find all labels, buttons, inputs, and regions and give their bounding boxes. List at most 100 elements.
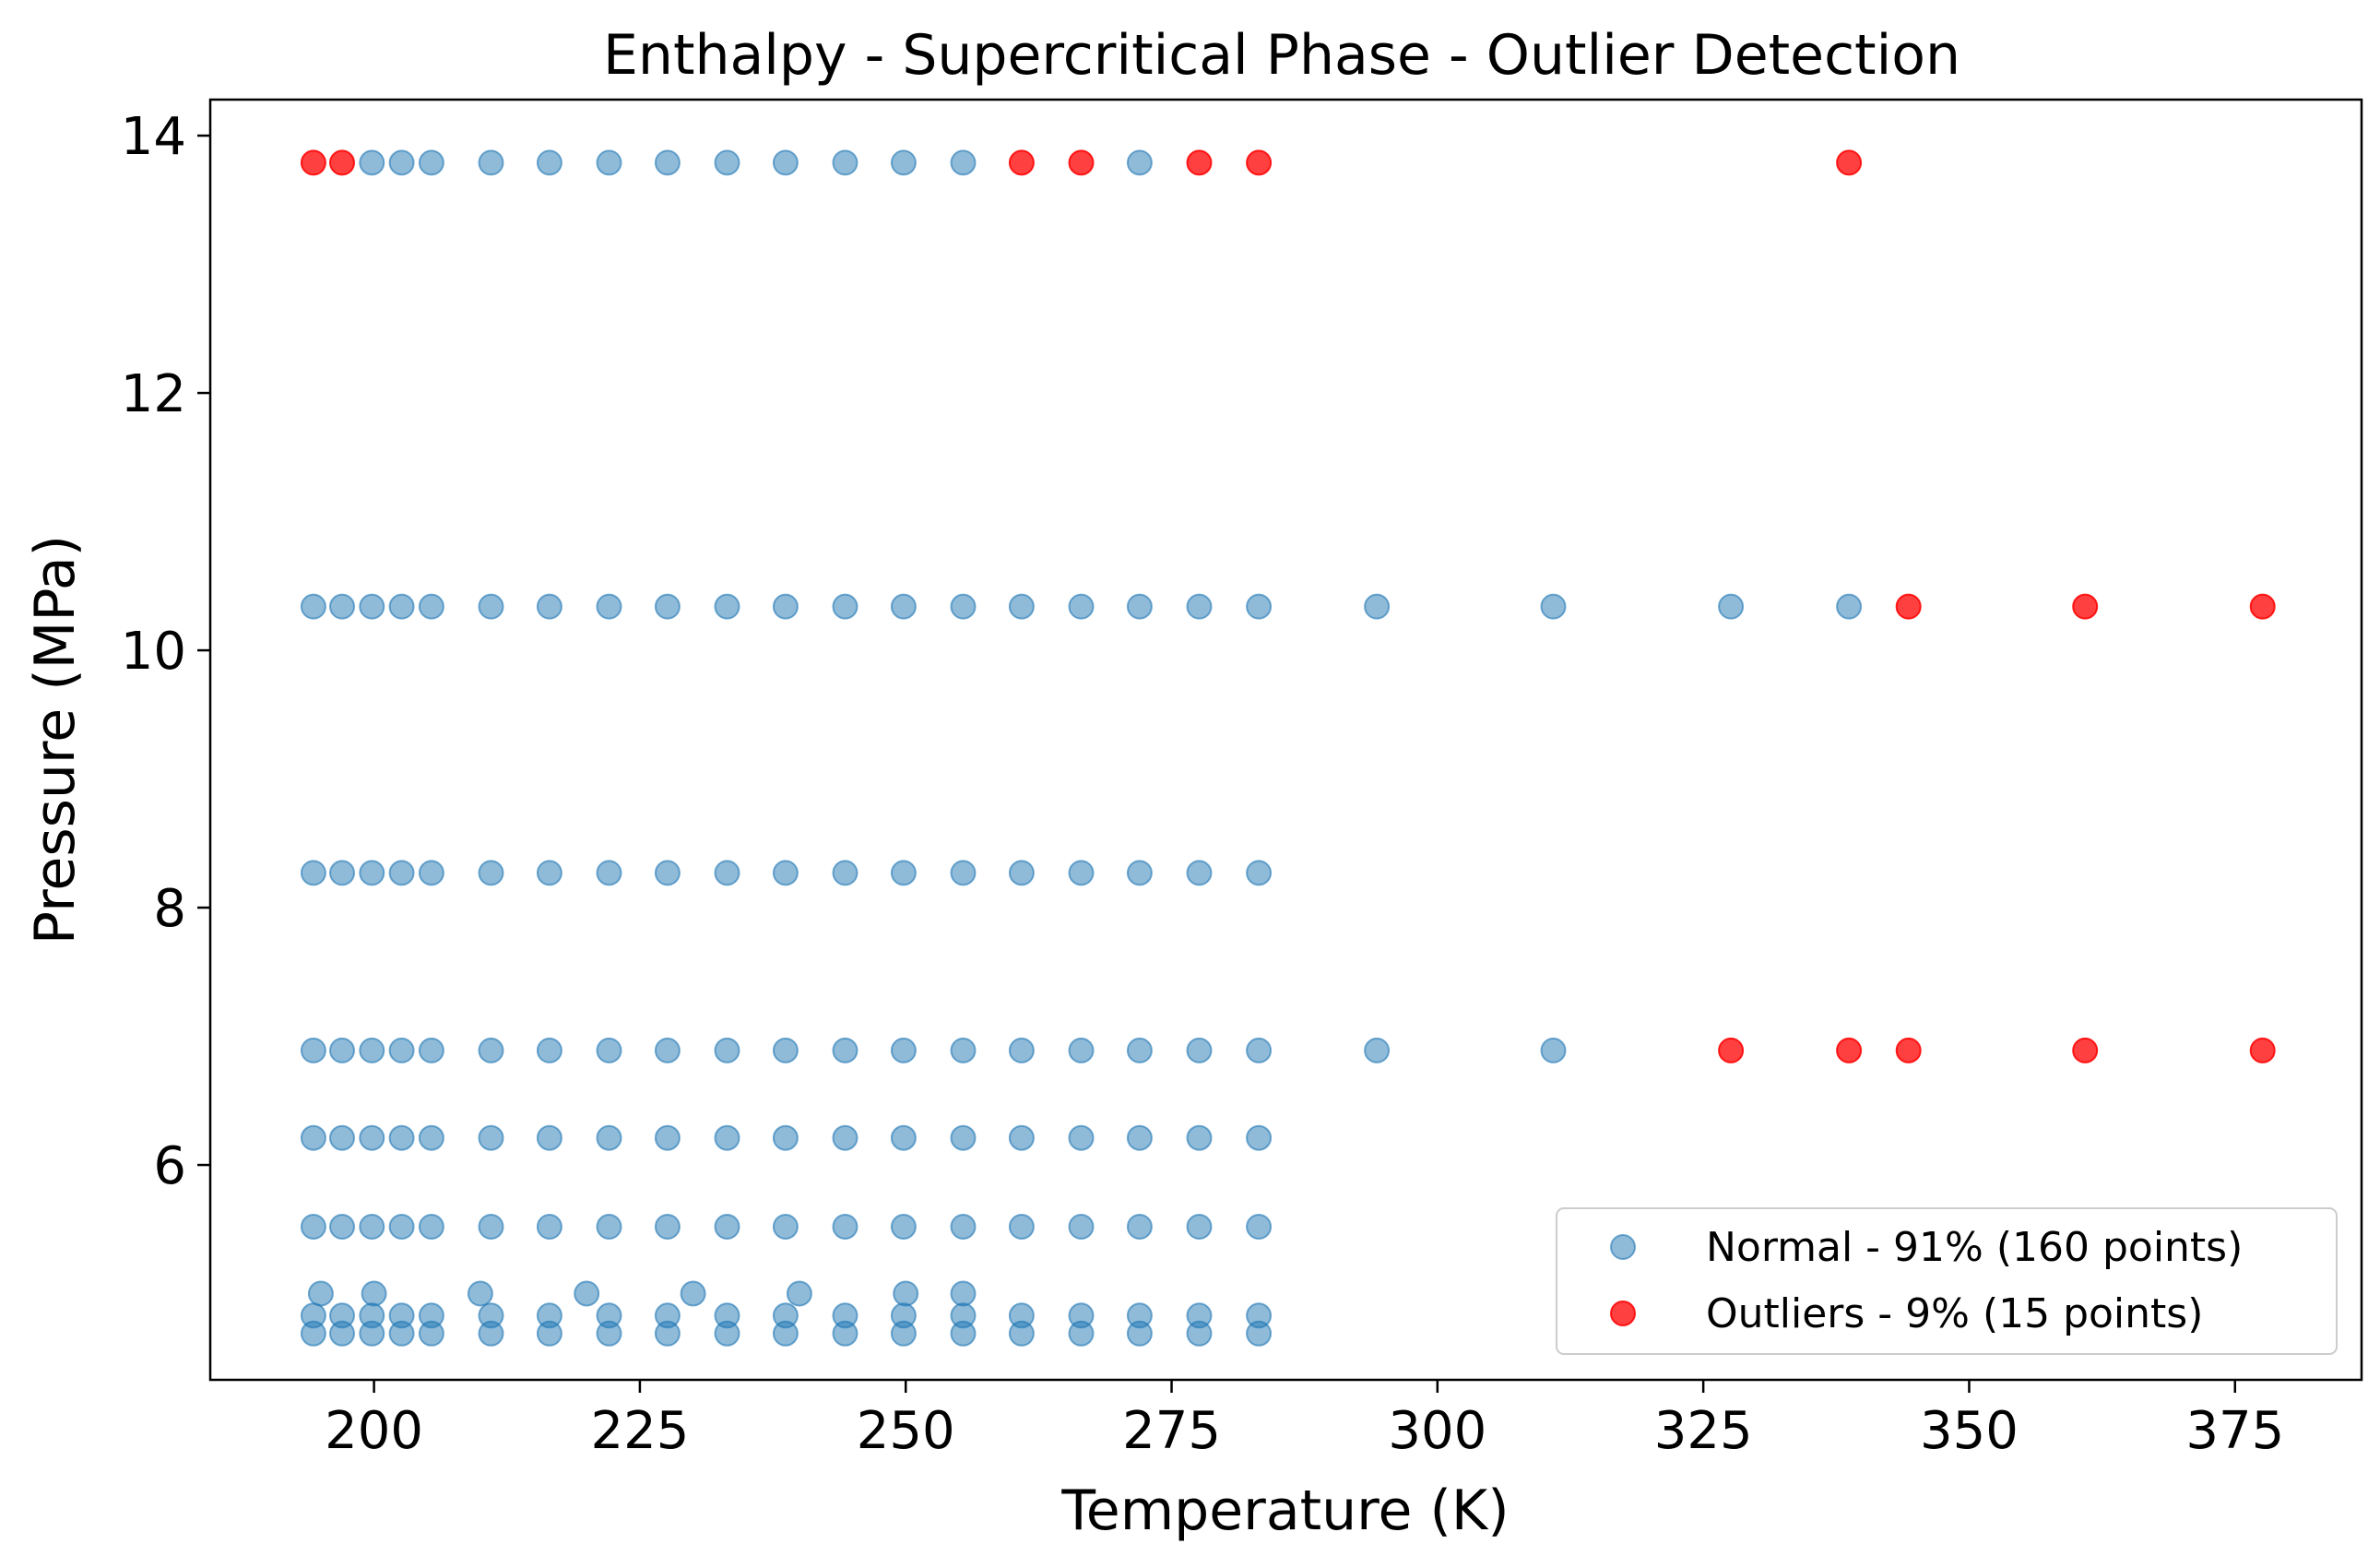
normal-point bbox=[1126, 593, 1153, 620]
outlier-point bbox=[1836, 149, 1863, 176]
legend-label-normal: Normal - 91% (160 points) bbox=[1706, 1224, 2243, 1271]
normal-point bbox=[890, 593, 917, 620]
normal-point bbox=[1126, 1037, 1153, 1063]
outlier-point bbox=[2249, 1037, 2276, 1063]
x-tick-label: 350 bbox=[1920, 1401, 2019, 1461]
normal-point bbox=[300, 1124, 326, 1151]
normal-point bbox=[536, 1037, 562, 1063]
normal-point bbox=[359, 593, 385, 620]
normal-point bbox=[654, 1037, 681, 1063]
normal-point bbox=[1364, 1037, 1391, 1063]
normal-point bbox=[418, 1214, 444, 1240]
normal-point bbox=[1068, 1320, 1095, 1347]
normal-point bbox=[596, 1320, 622, 1347]
normal-point bbox=[574, 1280, 600, 1307]
normal-point bbox=[536, 149, 562, 176]
normal-point bbox=[329, 593, 355, 620]
normal-point bbox=[478, 1124, 504, 1151]
normal-point bbox=[772, 1037, 799, 1063]
normal-point bbox=[714, 860, 740, 886]
normal-point bbox=[596, 1037, 622, 1063]
normal-point bbox=[359, 149, 385, 176]
normal-point bbox=[772, 1214, 799, 1240]
normal-point bbox=[300, 1214, 326, 1240]
normal-point bbox=[1186, 1320, 1213, 1347]
normal-point bbox=[1068, 1214, 1095, 1240]
normal-point bbox=[1364, 593, 1391, 620]
outlier-point bbox=[1246, 149, 1273, 176]
normal-point bbox=[1186, 1037, 1213, 1063]
normal-point bbox=[890, 1124, 917, 1151]
x-tick-label: 325 bbox=[1654, 1401, 1753, 1461]
normal-point bbox=[1186, 1214, 1213, 1240]
normal-point bbox=[388, 1214, 415, 1240]
normal-point bbox=[388, 149, 415, 176]
normal-point bbox=[307, 1280, 334, 1307]
normal-point bbox=[1246, 593, 1273, 620]
normal-point bbox=[890, 1320, 917, 1347]
normal-point bbox=[714, 1320, 740, 1347]
normal-point bbox=[1126, 1124, 1153, 1151]
y-axis-label: Pressure (MPa) bbox=[23, 535, 88, 944]
normal-point bbox=[654, 149, 681, 176]
y-tick-label: 14 bbox=[121, 107, 186, 167]
normal-point bbox=[418, 860, 444, 886]
normal-point bbox=[772, 149, 799, 176]
normal-point bbox=[1126, 860, 1153, 886]
normal-point bbox=[536, 1320, 562, 1347]
y-axis: 6 8 10 12 14 bbox=[121, 107, 210, 1196]
normal-point bbox=[832, 1037, 858, 1063]
normal-point bbox=[478, 860, 504, 886]
normal-point bbox=[832, 1214, 858, 1240]
normal-point bbox=[772, 1320, 799, 1347]
normal-point bbox=[1008, 1124, 1035, 1151]
normal-point bbox=[300, 1037, 326, 1063]
normal-point bbox=[478, 1214, 504, 1240]
normal-point bbox=[1836, 593, 1863, 620]
legend-label-outliers: Outliers - 9% (15 points) bbox=[1706, 1290, 2203, 1337]
x-tick-label: 200 bbox=[325, 1401, 423, 1461]
plot-area bbox=[300, 149, 2276, 1347]
normal-point bbox=[890, 860, 917, 886]
normal-point bbox=[329, 1320, 355, 1347]
y-tick-label: 8 bbox=[153, 879, 186, 939]
normal-point bbox=[1068, 860, 1095, 886]
normal-point bbox=[418, 1124, 444, 1151]
normal-point bbox=[1068, 1124, 1095, 1151]
normal-point bbox=[714, 149, 740, 176]
normal-point bbox=[950, 593, 977, 620]
x-tick-label: 225 bbox=[590, 1401, 689, 1461]
normal-point bbox=[950, 860, 977, 886]
legend-marker-outliers bbox=[1610, 1301, 1636, 1326]
normal-point bbox=[596, 1124, 622, 1151]
normal-point bbox=[359, 1124, 385, 1151]
y-tick-label: 12 bbox=[121, 364, 186, 424]
outlier-point bbox=[300, 149, 326, 176]
normal-point bbox=[950, 149, 977, 176]
normal-point bbox=[832, 1320, 858, 1347]
normal-point bbox=[890, 1037, 917, 1063]
normal-point bbox=[418, 593, 444, 620]
axes-frame bbox=[208, 98, 2363, 1382]
normal-point bbox=[478, 149, 504, 176]
normal-point bbox=[950, 1320, 977, 1347]
normal-point bbox=[786, 1280, 812, 1307]
outlier-point bbox=[1895, 593, 1922, 620]
x-tick-label: 275 bbox=[1122, 1401, 1221, 1461]
legend-marker-normal bbox=[1610, 1234, 1636, 1260]
normal-point bbox=[1186, 1124, 1213, 1151]
normal-point bbox=[772, 1124, 799, 1151]
normal-point bbox=[950, 1124, 977, 1151]
normal-point bbox=[950, 1280, 977, 1307]
normal-point bbox=[359, 860, 385, 886]
normal-point bbox=[832, 149, 858, 176]
normal-point bbox=[478, 593, 504, 620]
normal-point bbox=[714, 1124, 740, 1151]
legend: Normal - 91% (160 points) Outliers - 9% … bbox=[1556, 1207, 2338, 1355]
normal-point bbox=[596, 1214, 622, 1240]
normal-point bbox=[1186, 593, 1213, 620]
normal-point bbox=[654, 1124, 681, 1151]
x-axis: 200 225 250 275 300 325 350 375 bbox=[325, 1380, 2284, 1461]
normal-point bbox=[1186, 860, 1213, 886]
normal-point bbox=[359, 1037, 385, 1063]
